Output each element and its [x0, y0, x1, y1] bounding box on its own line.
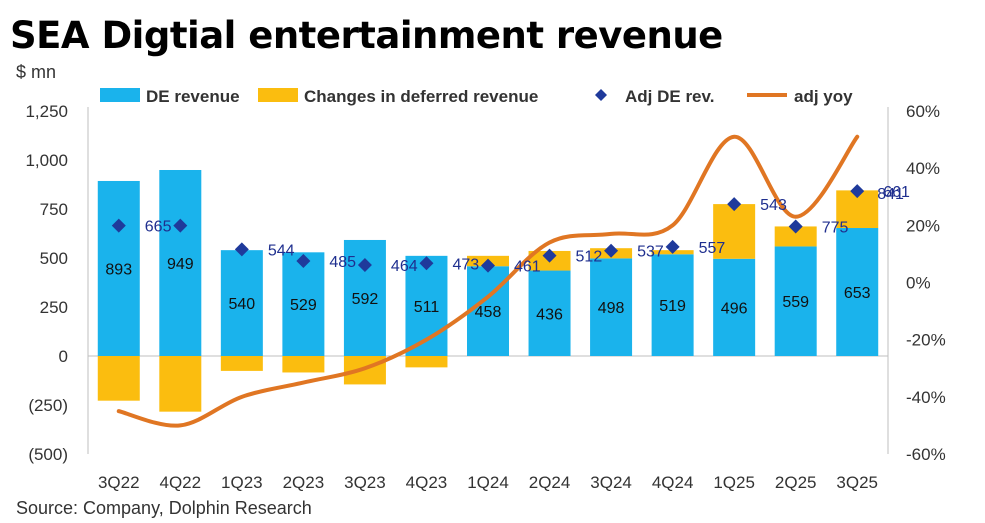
y-left-tick-label: 0 — [59, 347, 68, 366]
adj-de-rev-label: 473 — [452, 256, 479, 273]
de-revenue-label: 519 — [659, 298, 686, 315]
x-tick-label: 2Q25 — [775, 473, 817, 492]
de-revenue-label: 498 — [598, 300, 625, 317]
adj-de-rev-point — [727, 197, 742, 212]
adj-de-rev-point — [419, 256, 434, 271]
y-right-tick-label: -40% — [906, 388, 946, 407]
x-tick-label: 3Q23 — [344, 473, 386, 492]
deferred-revenue-bar — [774, 226, 817, 247]
de-revenue-bar — [590, 258, 633, 356]
y-right-tick-label: -60% — [906, 445, 946, 464]
de-revenue-bar — [282, 252, 325, 356]
y-right-tick-label: 20% — [906, 216, 940, 235]
legend-swatch-deferred — [258, 88, 298, 102]
adj-de-rev-label: 775 — [822, 219, 849, 236]
y-left-tick-label: 1,000 — [25, 151, 68, 170]
de-revenue-label: 559 — [782, 294, 809, 311]
adj-de-rev-point — [788, 219, 803, 234]
de-revenue-bar — [159, 169, 202, 356]
adj-de-rev-label: 537 — [637, 244, 664, 261]
y-right-tick-label: 0% — [906, 274, 931, 293]
x-tick-label: 2Q24 — [529, 473, 571, 492]
y-right-tick-label: 60% — [906, 102, 940, 121]
de-revenue-label: 458 — [475, 304, 502, 321]
legend-label-deferred: Changes in deferred revenue — [304, 87, 538, 106]
deferred-revenue-bar — [713, 204, 756, 259]
adj-de-rev-label: 661 — [883, 184, 910, 201]
deferred-revenue-bar — [97, 356, 140, 401]
de-revenue-bar — [467, 266, 509, 356]
adj-de-rev-label: 485 — [329, 254, 356, 271]
source-note: Source: Company, Dolphin Research — [16, 498, 312, 518]
adj-de-rev-label: 543 — [760, 197, 787, 214]
adj-de-rev-point — [481, 258, 495, 273]
adj-de-rev-label: 512 — [576, 249, 603, 266]
de-revenue-label: 653 — [844, 285, 871, 302]
de-revenue-label: 893 — [105, 261, 132, 278]
legend-label-de-revenue: DE revenue — [146, 87, 240, 106]
x-tick-label: 1Q24 — [467, 473, 509, 492]
legend-label-adj-rev: Adj DE rev. — [625, 87, 714, 106]
x-tick-label: 4Q23 — [406, 473, 448, 492]
de-revenue-bar — [774, 246, 817, 356]
de-revenue-label: 540 — [228, 296, 255, 313]
deferred-revenue-bar — [159, 356, 202, 412]
de-revenue-bar — [528, 270, 571, 356]
deferred-revenue-bar — [405, 356, 448, 368]
x-tick-label: 3Q22 — [98, 473, 140, 492]
y-right-tick-label: -20% — [906, 331, 946, 350]
y-left-tick-label: 250 — [40, 298, 68, 317]
adj-de-rev-label: 665 — [145, 219, 172, 236]
adj-de-rev-point — [850, 184, 865, 199]
adj-de-rev-point — [665, 239, 680, 254]
adj-de-rev-label: 544 — [268, 242, 295, 259]
unit-label: $ mn — [16, 62, 57, 82]
x-tick-label: 1Q25 — [713, 473, 755, 492]
de-revenue-label: 511 — [414, 299, 440, 316]
de-revenue-label: 949 — [167, 256, 194, 273]
deferred-revenue-bar — [220, 356, 263, 371]
adj-de-rev-point — [173, 218, 188, 233]
de-revenue-label: 496 — [721, 300, 748, 317]
y-left-tick-label: 1,250 — [25, 102, 68, 121]
adj-de-rev-point — [234, 242, 249, 257]
legend-swatch-adj-rev — [595, 89, 607, 101]
y-left-tick-label: (500) — [28, 445, 68, 464]
adj-de-rev-point — [542, 248, 557, 263]
adj-de-rev-point — [111, 218, 126, 233]
de-revenue-bar — [220, 250, 263, 356]
x-tick-label: 3Q25 — [836, 473, 878, 492]
adj-de-rev-label: 461 — [514, 259, 541, 276]
adj-de-rev-point — [296, 253, 311, 268]
de-revenue-label: 529 — [290, 297, 317, 314]
adj-de-rev-label: 557 — [699, 240, 726, 257]
y-right-tick-label: 40% — [906, 159, 940, 178]
x-tick-label: 4Q22 — [160, 473, 202, 492]
adj-de-rev-label: 841 — [877, 186, 904, 203]
x-tick-label: 2Q23 — [283, 473, 325, 492]
y-left-tick-label: (250) — [28, 396, 68, 415]
adj-de-rev-point — [604, 243, 619, 258]
x-tick-label: 1Q23 — [221, 473, 263, 492]
x-tick-label: 3Q24 — [590, 473, 632, 492]
y-left-tick-label: 500 — [40, 249, 68, 268]
deferred-revenue-bar — [282, 356, 325, 373]
de-revenue-bar — [713, 258, 756, 356]
de-revenue-label: 592 — [352, 291, 379, 308]
chart-title: SEA Digtial entertainment revenue — [10, 14, 723, 57]
x-tick-label: 4Q24 — [652, 473, 694, 492]
adj-de-rev-label: 464 — [391, 258, 418, 275]
legend-swatch-de-revenue — [100, 88, 140, 102]
de-revenue-bar — [651, 254, 694, 356]
de-revenue-bar — [97, 180, 140, 356]
y-left-tick-label: 750 — [40, 200, 68, 219]
adj-de-rev-point — [357, 258, 372, 273]
adj-yoy-line — [116, 134, 860, 428]
de-revenue-label: 436 — [536, 306, 563, 323]
legend-label-adj-yoy: adj yoy — [794, 87, 853, 106]
de-revenue-bar — [836, 228, 879, 356]
